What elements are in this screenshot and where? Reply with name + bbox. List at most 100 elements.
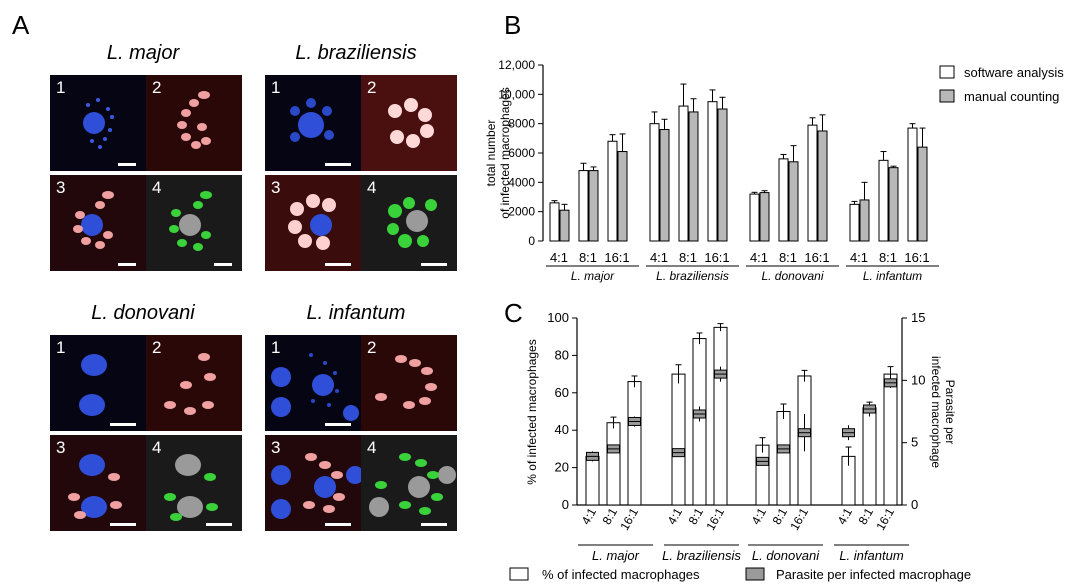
y2-tick-label: 15 (911, 310, 925, 325)
x-tick-label: 8:1 (770, 505, 791, 527)
tile-number: 3 (271, 178, 281, 197)
bar (749, 193, 760, 242)
x-tick-label: 8:1 (600, 505, 621, 527)
group-label: L. infantum (863, 269, 922, 283)
bar (649, 123, 660, 242)
bar (817, 130, 828, 242)
bar (717, 108, 728, 242)
y-axis-label: total numberof infected macrophages (484, 87, 512, 218)
x-tick-label: 16:1 (703, 505, 727, 533)
chart-total-infected: 0 2000 4000 6000 8000 10,000 12,000 total numbe… (484, 58, 1064, 283)
x-tick-label: 4:1 (665, 505, 686, 527)
x-tick-label: 16:1 (787, 505, 811, 533)
y-tick-label: 60 (555, 385, 569, 400)
y-tick-label: 8000 (508, 117, 535, 131)
tile-number: 1 (271, 338, 281, 357)
y-tick-label: 2000 (508, 205, 535, 219)
micrograph-infantum-1: 1 (265, 335, 361, 431)
species-title-major: L. major (106, 42, 180, 64)
bar (578, 170, 589, 242)
species-title-infantum: L. infantum (306, 302, 406, 324)
bar (585, 455, 600, 506)
x-tick-label: 4:1 (749, 505, 770, 527)
bar (707, 101, 718, 242)
x-tick-label: 8:1 (579, 250, 597, 265)
bar (688, 111, 699, 242)
y-tick-label: 12,000 (498, 58, 535, 72)
micrograph-major-3: 3 (50, 175, 146, 271)
bar (692, 338, 707, 506)
y-tick-label: 0 (562, 497, 569, 512)
tile-number: 1 (56, 78, 66, 97)
y-tick-label: 80 (555, 347, 569, 362)
bar (659, 129, 670, 242)
x-tick-label: 4:1 (835, 505, 856, 527)
bar (883, 373, 898, 506)
micrograph-infantum-2: 2 (361, 335, 457, 431)
tile-number: 1 (271, 78, 281, 97)
x-tick-label: 4:1 (579, 505, 600, 527)
bar (588, 170, 599, 242)
panel-label-b: B (504, 10, 522, 40)
bar (713, 326, 728, 506)
micrograph-infantum-4: 4 (361, 435, 457, 531)
micrograph-major-2: 2 (146, 75, 242, 171)
legend-label: Parasite per infected macrophage (776, 567, 971, 582)
bar (862, 407, 877, 506)
group-label: L. major (592, 548, 640, 563)
bar (607, 140, 618, 242)
bar (807, 124, 818, 242)
x-tick-label: 4:1 (550, 250, 568, 265)
y-tick-label: 0 (528, 234, 535, 248)
legend-label: manual counting (964, 89, 1059, 104)
group-label: L. donovani (761, 269, 823, 283)
micrograph-infantum-3: 3 (265, 435, 361, 531)
tile-number: 3 (56, 438, 66, 457)
panel-label-a: A (12, 10, 30, 40)
bar (878, 159, 889, 242)
group-label: L. braziliensis (662, 548, 741, 563)
legend-swatch (745, 567, 765, 581)
bar (917, 146, 928, 242)
y2-tick-label: 0 (911, 497, 918, 512)
micrograph-braziliensis-4: 4 (361, 175, 457, 271)
tile-number: 2 (152, 338, 162, 357)
bar (907, 127, 918, 242)
group-label: L. braziliensis (656, 269, 729, 283)
y-tick-label: 20 (555, 460, 569, 475)
y-tick-label: 4000 (508, 175, 535, 189)
group-label: L. major (571, 269, 615, 283)
micrograph-donovani-2: 2 (146, 335, 242, 431)
bar (678, 105, 689, 242)
species-title-braziliensis: L. braziliensis (295, 42, 417, 64)
micrograph-braziliensis-2: 2 (361, 75, 457, 171)
tile-number: 2 (367, 338, 377, 357)
panel-label-c: C (504, 298, 523, 328)
y-tick-label: 6000 (508, 146, 535, 160)
micrograph-donovani-3: 3 (50, 435, 146, 531)
legend-swatch (939, 89, 955, 103)
x-tick-label: 8:1 (856, 505, 877, 527)
x-tick-label: 8:1 (779, 250, 797, 265)
legend-label: software analysis (964, 65, 1064, 80)
bar (617, 151, 628, 242)
bar (788, 161, 799, 242)
x-tick-label: 4:1 (750, 250, 768, 265)
tile-number: 1 (56, 338, 66, 357)
y-axis-label: % of infected macrophages (525, 339, 539, 484)
tile-number: 4 (152, 178, 162, 197)
micrograph-donovani-1: 1 (50, 335, 146, 431)
x-tick-label: 16:1 (604, 250, 629, 265)
y-tick-label: 100 (547, 310, 569, 325)
tile-number: 4 (152, 438, 162, 457)
chart-percent-infected: 0 20 40 60 80 100 0 5 10 15 % of infected macropha… (509, 310, 971, 582)
bar (776, 411, 791, 506)
micrograph-major-4: 4 (146, 175, 242, 271)
legend-label: % of infected macrophages (542, 567, 700, 582)
x-tick-label: 4:1 (650, 250, 668, 265)
tile-number: 4 (367, 438, 377, 457)
micrograph-donovani-4: 4 (146, 435, 242, 531)
bar (755, 444, 770, 506)
group-label: L. infantum (839, 548, 903, 563)
tile-number: 2 (152, 78, 162, 97)
